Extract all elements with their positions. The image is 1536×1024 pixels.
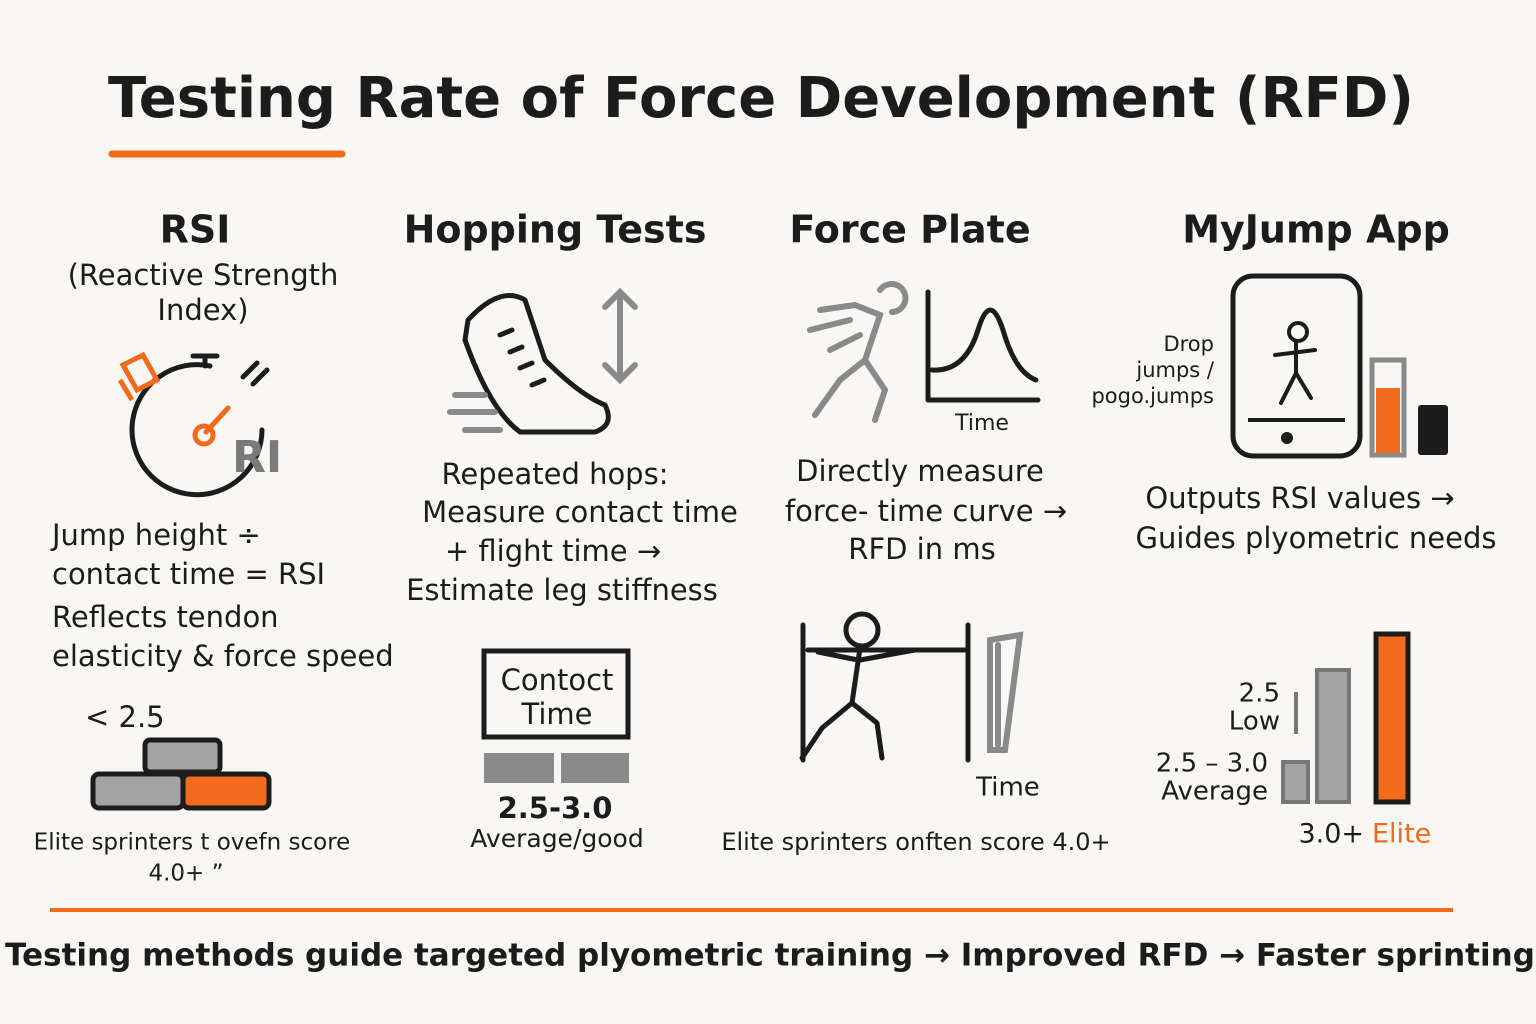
contact-time-box [481, 648, 631, 740]
description: Directly measure [796, 454, 1044, 488]
phone-icon [1230, 273, 1448, 459]
level-value: 2.5 – 3.0 [1156, 749, 1268, 779]
description: force- time curve → [785, 494, 1067, 528]
shoe-icon [447, 287, 638, 435]
range-label: Average/good [470, 824, 643, 853]
level-bars [1281, 631, 1411, 805]
description: Measure contact time [422, 495, 738, 529]
graph-label: Time [954, 411, 1009, 436]
description: Estimate leg stiffness [406, 573, 718, 607]
range: 2.5-3.0 [498, 791, 613, 825]
icon-label: RI [232, 432, 282, 483]
box-label: Time [521, 697, 593, 731]
box-label: Contoct [501, 663, 614, 697]
description: + flight time → [445, 534, 661, 568]
note: 4.0+ ” [148, 861, 223, 887]
description: contact time = RSI [52, 557, 325, 591]
podium-icon [90, 737, 272, 811]
description: Repeated hops: [442, 457, 669, 491]
heading: MyJump App [1182, 208, 1450, 252]
level-label: Average [1161, 777, 1268, 807]
heading: RSI [160, 208, 231, 252]
note: Elite sprinters onften score 4.0+ [721, 828, 1110, 856]
level-value: 2.5 [1239, 679, 1280, 709]
force-plate-icon [799, 611, 1024, 763]
graph-label: Time [975, 773, 1040, 803]
scale-label: < 2.5 [85, 700, 165, 734]
plate [484, 753, 554, 783]
subheading: Index) [157, 293, 248, 327]
description: Guides plyometric needs [1135, 521, 1496, 555]
heading: Force Plate [789, 208, 1030, 252]
side-label: jumps / [1135, 358, 1215, 382]
heading: Hopping Tests [404, 208, 707, 252]
side-label: Drop [1163, 332, 1214, 356]
note: Elite sprinters t ovefn score [34, 830, 351, 856]
footer: Testing methods guide targeted plyometri… [5, 938, 1535, 974]
jumper-icon [807, 281, 1041, 423]
description: Reflects tendon [52, 600, 279, 634]
description: Jump height ÷ [50, 518, 261, 552]
level-label: Elite [1372, 819, 1431, 850]
description: RFD in ms [848, 532, 995, 566]
subheading: (Reactive Strength [68, 258, 339, 292]
plate [561, 753, 629, 783]
description: elasticity & force speed [52, 639, 394, 673]
description: Outputs RSI values → [1145, 481, 1454, 515]
side-label: pogo.jumps [1091, 384, 1214, 408]
level-label: Low [1229, 707, 1280, 737]
title: Testing Rate of Force Development (RFD) [108, 66, 1414, 131]
stopwatch-icon [117, 351, 270, 498]
level-value: 3.0+ [1298, 819, 1364, 850]
